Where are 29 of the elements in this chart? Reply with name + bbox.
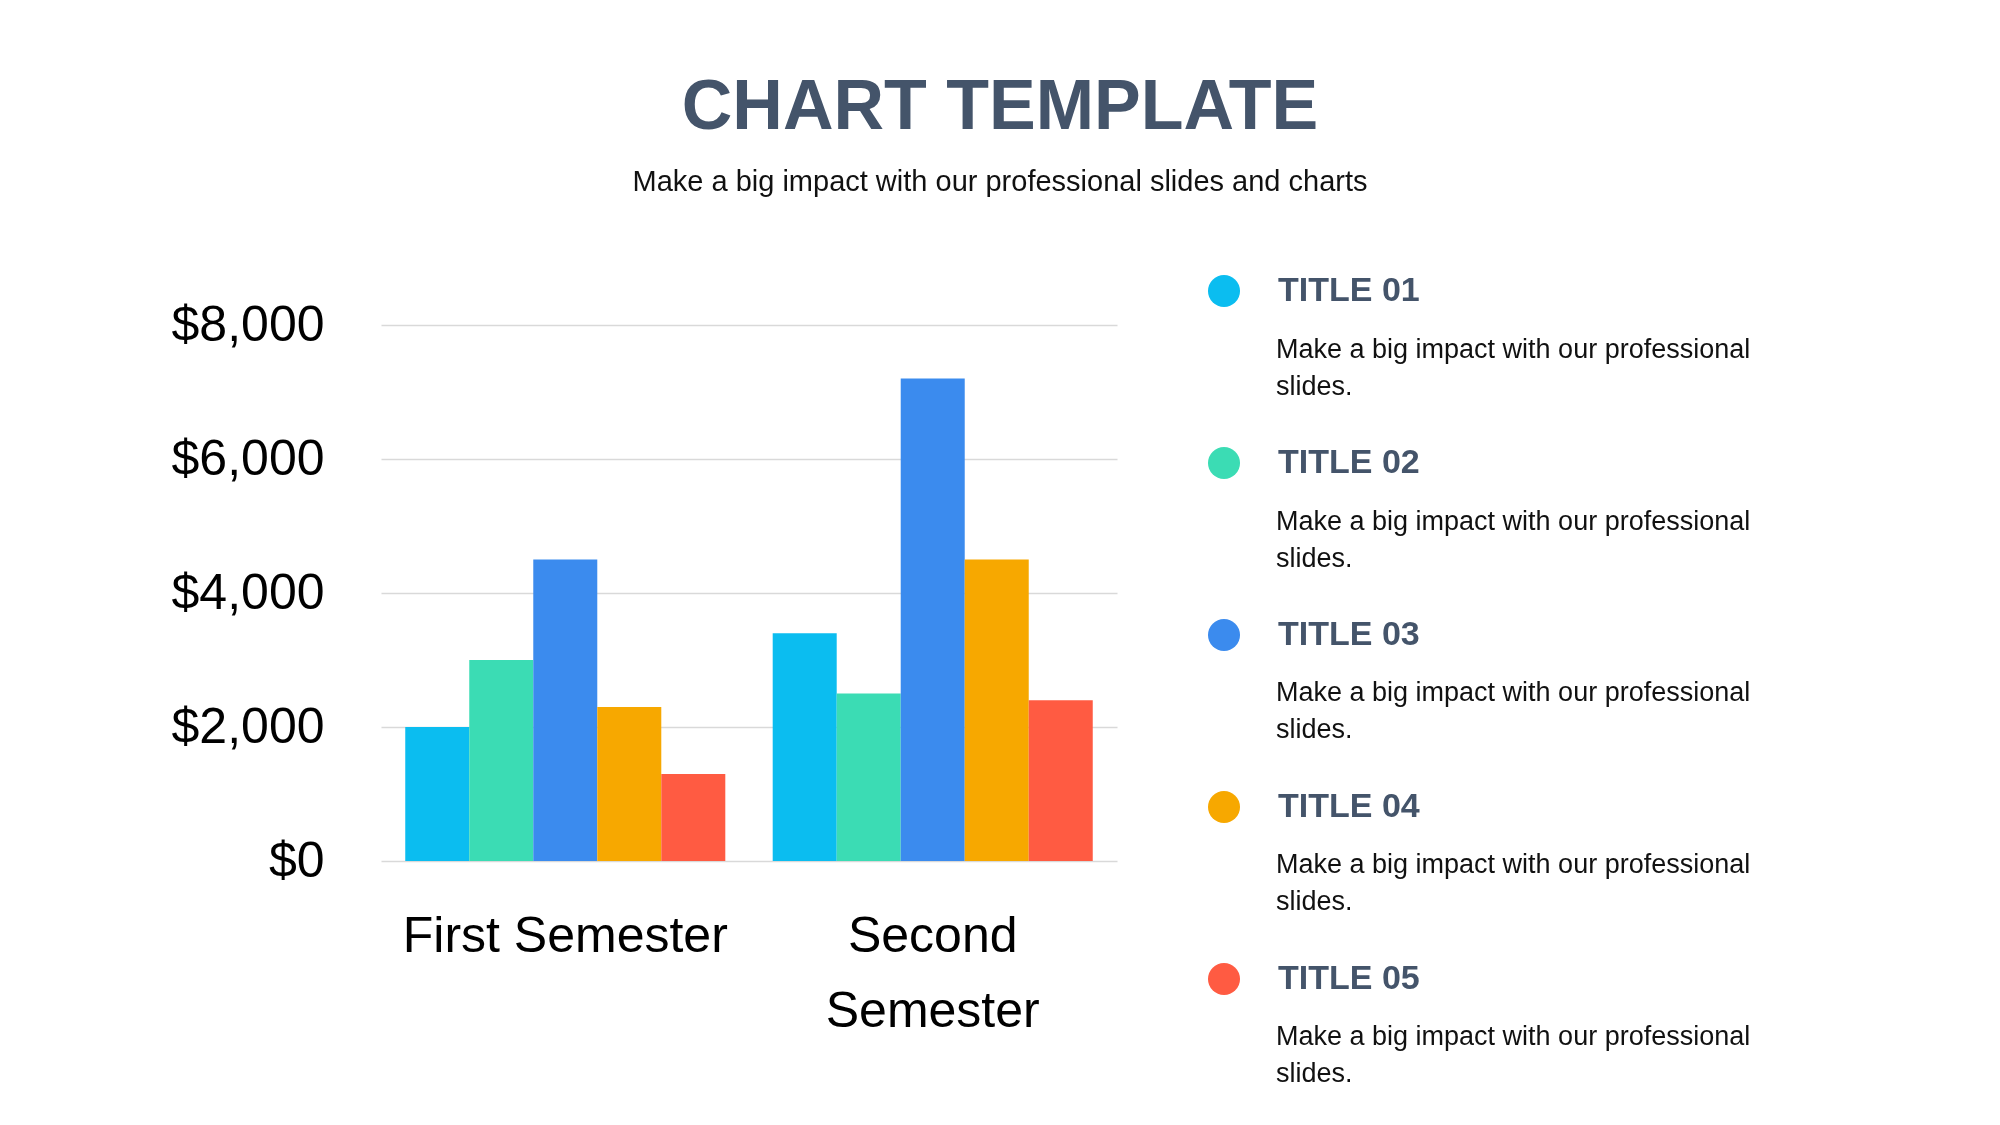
- text: Make a big impact with our professional slides.: [1276, 504, 1752, 575]
- y-tick-label: $4,000: [171, 563, 325, 620]
- y-tick-label: $0: [268, 831, 325, 888]
- bar: [772, 633, 837, 861]
- text: Make a big impact with our professional slides.: [1276, 1019, 1752, 1090]
- y-tick-label: $2,000: [171, 697, 325, 754]
- bar: [1028, 700, 1093, 861]
- bar: [836, 693, 901, 861]
- legend-label: TITLE 01: [1278, 270, 1420, 308]
- legend-label: TITLE 03: [1278, 614, 1420, 652]
- bar: [964, 559, 1029, 861]
- chart-title: CHART TEMPLATE: [681, 66, 1319, 144]
- x-tick-label: Second Semester: [825, 906, 1040, 1038]
- bar: [405, 727, 470, 861]
- legend-label: TITLE 02: [1278, 442, 1420, 480]
- x-tick-label: First Semester: [402, 906, 728, 963]
- bar: [469, 660, 534, 861]
- bar: [533, 559, 598, 861]
- y-tick-label: $6,000: [171, 429, 325, 486]
- bar: [900, 378, 965, 861]
- chart-subtitle: Make a big impact with our professional slides and charts: [632, 165, 1368, 197]
- bar: [661, 773, 726, 861]
- bar: [597, 706, 662, 861]
- text: Make a big impact with our professional slides.: [1276, 333, 1752, 403]
- legend-label: TITLE 05: [1278, 958, 1420, 996]
- text: Make a big impact with our professional slides.: [1276, 848, 1752, 919]
- y-tick-label: $8,000: [171, 295, 325, 352]
- text: Make a big impact with our professional slides.: [1276, 676, 1752, 747]
- legend-label: TITLE 04: [1278, 786, 1420, 824]
